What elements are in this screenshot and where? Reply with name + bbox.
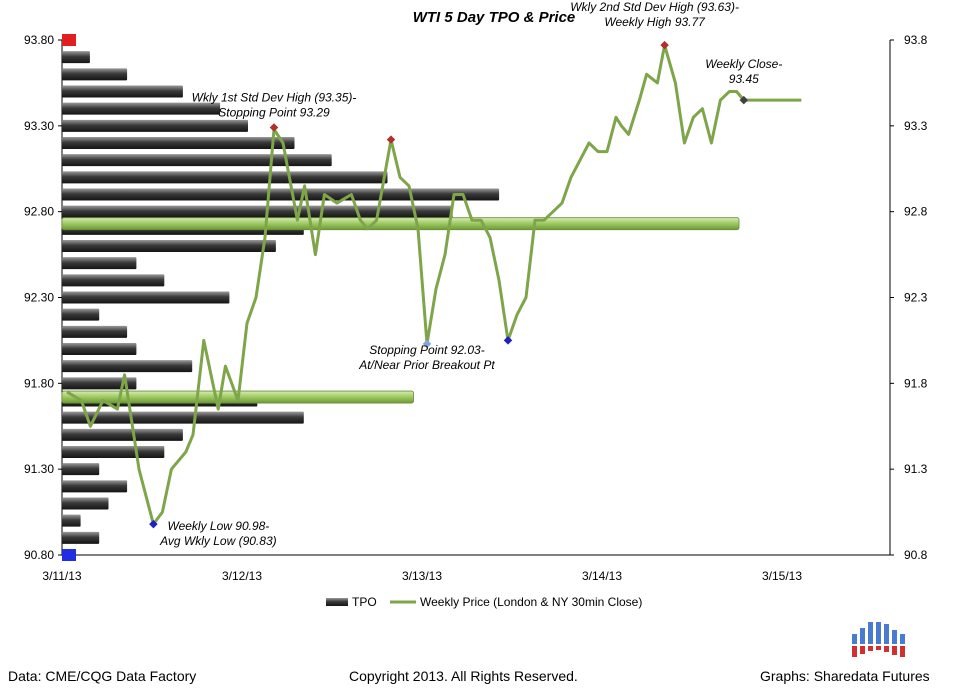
- logo-bar-blue: [860, 628, 865, 644]
- tpo-bar: [62, 428, 183, 441]
- sharedata-logo-icon: [852, 622, 905, 657]
- y-tick-label-left: 91.30: [24, 462, 54, 476]
- tpo-bar: [62, 514, 81, 527]
- logo-bar-blue: [852, 634, 857, 644]
- tpo-bar: [62, 325, 128, 338]
- tpo-bar: [62, 480, 128, 493]
- tpo-bar: [62, 154, 332, 167]
- range-low-marker: [62, 549, 76, 561]
- y-tick-label-left: 93.30: [24, 119, 54, 133]
- y-tick-label-right: 93.3: [904, 119, 928, 133]
- logo-bar-blue: [876, 622, 881, 644]
- tpo-bar: [62, 463, 100, 476]
- tpo-bar: [62, 51, 90, 64]
- logo-bar-red: [876, 646, 881, 650]
- y-tick-label-right: 90.8: [904, 548, 928, 562]
- logo-bar-red: [852, 646, 857, 657]
- tpo-bar: [62, 446, 165, 458]
- tpo-bar: [62, 308, 100, 321]
- y-tick-label-left: 92.80: [24, 205, 54, 219]
- x-tick-label: 3/12/13: [222, 569, 262, 583]
- y-tick-label-right: 91.3: [904, 462, 928, 476]
- x-tick-label: 3/13/13: [402, 569, 442, 583]
- logo-bar-blue: [884, 624, 889, 644]
- annotation-line-2: Weekly High 93.77: [604, 15, 706, 29]
- price-marker: [503, 336, 513, 345]
- y-tick-label-left: 92.30: [24, 291, 54, 305]
- tpo-bar: [62, 137, 295, 149]
- price-line: [66, 43, 802, 526]
- tick-labels: 93.80 93.30 92.80 92.30 91.80 91.30 90.80 93.8 9…: [24, 33, 928, 583]
- annotation-line-2: Avg Wkly Low (90.83): [159, 534, 277, 548]
- tpo-bar: [62, 240, 276, 252]
- legend-price-label: Weekly Price (London & NY 30min Close): [420, 595, 642, 609]
- range-high-marker: [62, 34, 76, 46]
- logo-bar-red: [892, 646, 897, 655]
- tpo-bar: [62, 119, 248, 132]
- data-source-text: Data: CME/CQG Data Factory: [8, 668, 197, 684]
- tpo-bar: [62, 274, 165, 287]
- logo-bar-red: [868, 646, 873, 651]
- y-tick-label-left: 90.80: [24, 548, 54, 562]
- price-marker: [660, 40, 669, 50]
- annotation-line-2: Stopping Point 93.29: [218, 106, 330, 120]
- y-tick-label-left: 91.80: [24, 376, 54, 390]
- annotation-line-1: Wkly 1st Std Dev High (93.35)-: [192, 91, 357, 105]
- chart-title: WTI 5 Day TPO & Price: [413, 9, 576, 26]
- annotations: Wkly 1st Std Dev High (93.35)-Stopping P…: [159, 0, 782, 548]
- logo-bar-blue: [892, 630, 897, 644]
- annotation-line-1: Wkly 2nd Std Dev High (93.63)-: [570, 0, 739, 14]
- value-area-bar: [61, 217, 740, 231]
- tpo-bar: [62, 377, 137, 390]
- legend-tpo-label: TPO: [352, 595, 377, 609]
- tpo-bar: [62, 411, 304, 424]
- tpo-bar: [62, 257, 137, 270]
- y-tick-label-right: 92.8: [904, 205, 928, 219]
- legend: TPO Weekly Price (London & NY 30min Clos…: [326, 595, 642, 609]
- tpo-bar: [62, 343, 137, 355]
- annotation-line-1: Weekly Close-: [705, 57, 782, 71]
- tpo-bar: [62, 291, 230, 304]
- price-marker: [386, 135, 396, 144]
- y-tick-label-right: 92.3: [904, 291, 928, 305]
- tpo-bar: [62, 102, 221, 115]
- logo-bar-blue: [900, 634, 905, 644]
- x-tick-label: 3/15/13: [762, 569, 802, 583]
- tpo-bar: [62, 205, 453, 218]
- price-line-group: [66, 43, 802, 526]
- price-marker: [269, 123, 279, 132]
- x-tick-label: 3/11/13: [42, 569, 81, 583]
- value-area-bars: [61, 217, 740, 404]
- annotation-line-2: At/Near Prior Breakout Pt: [358, 358, 495, 372]
- x-tick-label: 3/14/13: [582, 569, 622, 583]
- tpo-bar: [62, 68, 128, 81]
- tpo-bar: [62, 497, 109, 510]
- copyright-text: Copyright 2013. All Rights Reserved.: [349, 668, 578, 684]
- tpo-bar: [62, 188, 500, 201]
- graphs-credit-text: Graphs: Sharedata Futures: [760, 668, 930, 684]
- logo-bar-blue: [868, 622, 873, 644]
- logo-bar-red: [900, 646, 905, 657]
- y-tick-label-right: 93.8: [904, 33, 928, 47]
- tpo-bar: [62, 171, 388, 184]
- tpo-bar: [62, 360, 193, 373]
- y-tick-label-left: 93.80: [24, 33, 54, 47]
- tpo-bar: [62, 531, 100, 544]
- logo-bar-red: [860, 646, 865, 654]
- y-tick-label-right: 91.8: [904, 376, 928, 390]
- annotation-line-2: 93.45: [729, 72, 759, 86]
- annotation-line-1: Stopping Point 92.03-: [369, 343, 484, 357]
- tpo-bar: [62, 85, 183, 98]
- logo-bar-red: [884, 646, 889, 652]
- price-marker: [422, 339, 432, 349]
- annotation-line-1: Weekly Low 90.98-: [167, 519, 269, 533]
- legend-tpo-swatch: [326, 598, 348, 606]
